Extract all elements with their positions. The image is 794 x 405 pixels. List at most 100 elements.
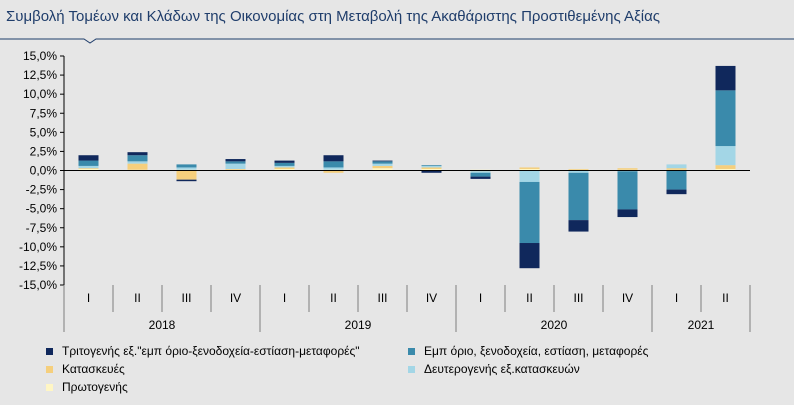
bar-segment bbox=[274, 160, 295, 163]
year-label: 2019 bbox=[345, 318, 372, 332]
bar-segment bbox=[617, 209, 638, 218]
bar-segment bbox=[421, 165, 442, 168]
x-tick-label: II bbox=[134, 291, 141, 305]
x-tick-label: I bbox=[283, 291, 286, 305]
bar-segment bbox=[274, 168, 295, 171]
x-tick-label: IV bbox=[426, 291, 437, 305]
legend-swatch bbox=[46, 365, 53, 373]
bar-segment bbox=[372, 165, 393, 169]
x-tick-label: I bbox=[479, 291, 482, 305]
bar-segment bbox=[372, 161, 393, 164]
bar-segment bbox=[666, 170, 687, 190]
bar-segment bbox=[78, 168, 99, 169]
bar-segment bbox=[127, 152, 148, 156]
bar-segment bbox=[666, 164, 687, 169]
x-tick-label: IV bbox=[230, 291, 241, 305]
bar-segment bbox=[568, 170, 589, 173]
bar-segment bbox=[225, 168, 246, 170]
bar-segment bbox=[323, 167, 344, 170]
bar-segment bbox=[78, 160, 99, 166]
bar-segment bbox=[568, 172, 589, 221]
bar-segment bbox=[715, 90, 736, 147]
legend-label: Πρωτογενής bbox=[62, 380, 128, 394]
bar-segment bbox=[323, 161, 344, 168]
y-tick-label: 0,0% bbox=[30, 164, 58, 178]
bar-segment bbox=[568, 220, 589, 232]
bar-segment bbox=[617, 168, 638, 170]
bar-segment bbox=[519, 167, 540, 169]
bar-segment bbox=[519, 181, 540, 244]
legend-item-construction: Κατασκευές bbox=[46, 362, 125, 376]
y-tick-label: -5,0% bbox=[26, 202, 58, 216]
bar-segment bbox=[127, 161, 148, 164]
bar-segment bbox=[323, 170, 344, 173]
y-tick-label: 12,5% bbox=[23, 68, 57, 82]
legend-swatch bbox=[46, 347, 53, 355]
bar-segment bbox=[470, 176, 491, 179]
bar-segment bbox=[519, 170, 540, 182]
bar-segment bbox=[470, 172, 491, 177]
bar-segment bbox=[176, 167, 197, 170]
x-tick-label: IV bbox=[622, 291, 633, 305]
bar-segment bbox=[372, 168, 393, 171]
bar-segment bbox=[715, 168, 736, 171]
bar-segment bbox=[225, 163, 246, 169]
year-label: 2021 bbox=[688, 318, 715, 332]
bar-segment bbox=[127, 163, 148, 170]
bar-segment bbox=[519, 243, 540, 269]
legend-label: Τριτογενής εξ."εμπ όριο-ξενοδοχεία-εστία… bbox=[62, 344, 360, 358]
bar-segment bbox=[519, 168, 540, 171]
y-tick-label: 10,0% bbox=[23, 87, 57, 101]
y-tick-label: 5,0% bbox=[30, 125, 58, 139]
bar-segment bbox=[176, 179, 197, 182]
bar-segment bbox=[176, 164, 197, 168]
legend-swatch bbox=[408, 347, 415, 355]
chart-title: Συμβολή Τομέων και Κλάδων της Οικονομίας… bbox=[6, 8, 661, 25]
x-tick-label: III bbox=[377, 291, 387, 305]
y-tick-label: -2,5% bbox=[26, 183, 58, 197]
legend-item-secondary-ex-construction: Δευτερογενής εξ.κατασκευών bbox=[408, 362, 580, 376]
x-tick-label: III bbox=[573, 291, 583, 305]
bar-segment bbox=[274, 162, 295, 166]
bar-segment bbox=[372, 163, 393, 166]
bar-segment bbox=[372, 160, 393, 162]
x-tick-label: I bbox=[87, 291, 90, 305]
bar-segment bbox=[274, 167, 295, 169]
x-tick-label: II bbox=[330, 291, 337, 305]
bar-segment bbox=[78, 165, 99, 169]
bar-segment bbox=[421, 165, 442, 166]
y-tick-label: -7,5% bbox=[26, 221, 58, 235]
bar-segment bbox=[715, 146, 736, 166]
bar-segment bbox=[470, 171, 491, 173]
bar-segment bbox=[176, 170, 197, 180]
bar-segment bbox=[323, 155, 344, 162]
x-tick-label: II bbox=[526, 291, 533, 305]
bar-segment bbox=[666, 168, 687, 170]
x-tick-label: II bbox=[722, 291, 729, 305]
legend-item-primary: Πρωτογενής bbox=[46, 380, 128, 394]
bar-segment bbox=[274, 165, 295, 168]
bar-segment bbox=[225, 159, 246, 162]
year-label: 2018 bbox=[149, 318, 176, 332]
bar-segment bbox=[421, 167, 442, 169]
title-underline bbox=[0, 38, 794, 44]
legend-label: Εμπ όριο, ξενοδοχεία, εστίαση, μεταφορές bbox=[424, 344, 649, 358]
bar-segment bbox=[78, 155, 99, 161]
bar-segment bbox=[78, 168, 99, 171]
y-tick-label: 7,5% bbox=[30, 106, 58, 120]
legend-item-trade-hotels: Εμπ όριο, ξενοδοχεία, εστίαση, μεταφορές bbox=[408, 344, 648, 358]
stacked-bar-chart: 15,0% 12,5% 10,0% 7,5% 5,0% 2,5% 0,0% -2,5% -5,0… bbox=[19, 49, 751, 332]
y-tick-label: 15,0% bbox=[23, 49, 57, 63]
bar-segment bbox=[225, 161, 246, 164]
x-tick-label: III bbox=[181, 291, 191, 305]
x-tick-label: I bbox=[675, 291, 678, 305]
legend-label: Δευτερογενής εξ.κατασκευών bbox=[424, 362, 580, 376]
y-tick-label: -12,5% bbox=[19, 259, 57, 273]
legend-swatch bbox=[408, 365, 415, 373]
bar-segment bbox=[127, 155, 148, 162]
bar-segment bbox=[421, 170, 442, 173]
legend-label: Κατασκευές bbox=[62, 362, 125, 376]
bar-segment bbox=[666, 189, 687, 195]
legend-swatch bbox=[46, 383, 53, 391]
legend-item-tertiary-other: Τριτογενής εξ."εμπ όριο-ξενοδοχεία-εστία… bbox=[46, 344, 360, 358]
